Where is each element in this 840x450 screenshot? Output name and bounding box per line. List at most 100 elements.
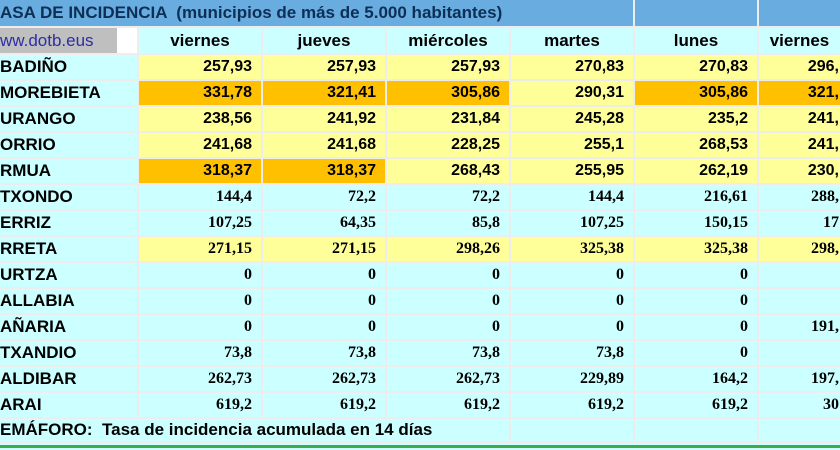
page-title[interactable]: ASA DE INCIDENCIA (municipios de más de … [0,0,635,28]
value-cell[interactable]: 255,95 [511,159,635,185]
value-cell[interactable]: 271,15 [139,237,263,263]
value-cell[interactable]: 619,2 [511,393,635,419]
value-cell[interactable]: 321,41 [263,81,387,107]
value-cell[interactable]: 228,25 [387,133,511,159]
value-cell[interactable]: 245,28 [511,107,635,133]
value-cell[interactable]: 73,8 [511,341,635,367]
value-cell[interactable]: 85,8 [387,211,511,237]
municipality-name-cell[interactable]: ALDIBAR [0,367,139,393]
value-cell[interactable]: 64,35 [263,211,387,237]
municipality-name-cell[interactable]: RRETA [0,237,139,263]
column-header-martes[interactable]: martes [511,28,635,55]
value-cell[interactable]: 30 [759,393,840,419]
footer-empty-cell[interactable] [635,419,759,443]
value-cell[interactable]: 0 [387,263,511,289]
value-cell[interactable]: 107,25 [511,211,635,237]
value-cell[interactable]: 241,92 [263,107,387,133]
value-cell[interactable]: 296, [759,55,840,81]
value-cell[interactable]: 305,86 [387,81,511,107]
value-cell[interactable] [759,341,840,367]
value-cell[interactable]: 290,31 [511,81,635,107]
value-cell[interactable]: 0 [635,341,759,367]
value-cell[interactable]: 0 [139,315,263,341]
value-cell[interactable]: 321, [759,81,840,107]
value-cell[interactable]: 262,73 [263,367,387,393]
value-cell[interactable]: 0 [263,289,387,315]
value-cell[interactable]: 268,43 [387,159,511,185]
value-cell[interactable]: 325,38 [511,237,635,263]
value-cell[interactable]: 197, [759,367,840,393]
value-cell[interactable]: 235,2 [635,107,759,133]
value-cell[interactable]: 318,37 [263,159,387,185]
value-cell[interactable]: 144,4 [511,185,635,211]
title-empty-cell[interactable] [759,0,840,28]
value-cell[interactable]: 230, [759,159,840,185]
value-cell[interactable]: 0 [139,289,263,315]
municipality-name-cell[interactable]: RMUA [0,159,139,185]
value-cell[interactable]: 229,89 [511,367,635,393]
value-cell[interactable]: 0 [139,263,263,289]
value-cell[interactable]: 107,25 [139,211,263,237]
value-cell[interactable]: 0 [511,289,635,315]
footer-empty-cell[interactable] [759,419,840,443]
value-cell[interactable]: 270,83 [635,55,759,81]
column-header-jueves[interactable]: jueves [263,28,387,55]
municipality-name-cell[interactable]: ERRIZ [0,211,139,237]
value-cell[interactable]: 150,15 [635,211,759,237]
value-cell[interactable]: 619,2 [139,393,263,419]
value-cell[interactable]: 257,93 [139,55,263,81]
value-cell[interactable]: 17 [759,211,840,237]
municipality-name-cell[interactable]: URTZA [0,263,139,289]
value-cell[interactable]: 0 [635,289,759,315]
value-cell[interactable]: 288, [759,185,840,211]
municipality-name-cell[interactable]: BADIÑO [0,55,139,81]
column-header-lunes[interactable]: lunes [635,28,759,55]
title-empty-cell[interactable] [635,0,759,28]
value-cell[interactable]: 164,2 [635,367,759,393]
value-cell[interactable]: 619,2 [263,393,387,419]
website-link[interactable]: ww.dotb.eus [0,28,117,53]
value-cell[interactable]: 216,61 [635,185,759,211]
value-cell[interactable]: 325,38 [635,237,759,263]
value-cell[interactable]: 262,19 [635,159,759,185]
municipality-name-cell[interactable]: ALLABIA [0,289,139,315]
footer-empty-cell[interactable] [511,419,635,443]
value-cell[interactable] [759,289,840,315]
municipality-name-cell[interactable]: URANGO [0,107,139,133]
semaforo-note[interactable]: EMÁFORO: Tasa de incidencia acumulada en… [0,419,511,443]
value-cell[interactable]: 0 [263,263,387,289]
municipality-name-cell[interactable]: ARAI [0,393,139,419]
column-header-viernes[interactable]: viernes [139,28,263,55]
value-cell[interactable]: 73,8 [139,341,263,367]
value-cell[interactable]: 231,84 [387,107,511,133]
value-cell[interactable]: 270,83 [511,55,635,81]
value-cell[interactable]: 238,56 [139,107,263,133]
value-cell[interactable] [759,263,840,289]
value-cell[interactable]: 241,68 [139,133,263,159]
value-cell[interactable]: 619,2 [635,393,759,419]
value-cell[interactable]: 0 [635,263,759,289]
value-cell[interactable]: 241,68 [263,133,387,159]
value-cell[interactable]: 72,2 [387,185,511,211]
municipality-name-cell[interactable]: TXANDIO [0,341,139,367]
value-cell[interactable]: 268,53 [635,133,759,159]
value-cell[interactable]: 262,73 [139,367,263,393]
municipality-name-cell[interactable]: MOREBIETA [0,81,139,107]
value-cell[interactable]: 318,37 [139,159,263,185]
value-cell[interactable]: 257,93 [387,55,511,81]
value-cell[interactable]: 331,78 [139,81,263,107]
value-cell[interactable]: 191, [759,315,840,341]
value-cell[interactable]: 241, [759,107,840,133]
value-cell[interactable]: 144,4 [139,185,263,211]
value-cell[interactable]: 271,15 [263,237,387,263]
municipality-name-cell[interactable]: AÑARIA [0,315,139,341]
column-header-miercoles[interactable]: miércoles [387,28,511,55]
value-cell[interactable]: 255,1 [511,133,635,159]
value-cell[interactable]: 262,73 [387,367,511,393]
value-cell[interactable]: 0 [387,315,511,341]
value-cell[interactable]: 0 [387,289,511,315]
value-cell[interactable]: 298,26 [387,237,511,263]
municipality-name-cell[interactable]: TXONDO [0,185,139,211]
value-cell[interactable]: 73,8 [387,341,511,367]
municipality-name-cell[interactable]: ORRIO [0,133,139,159]
